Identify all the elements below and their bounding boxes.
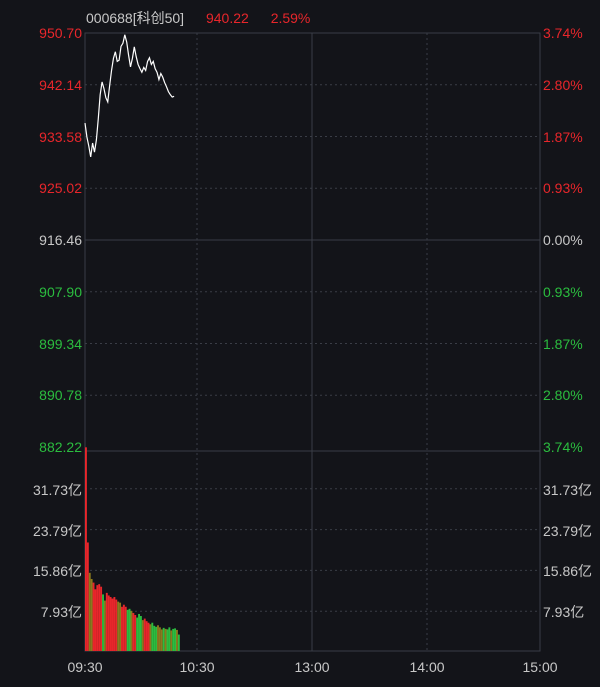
percent-axis-label: 2.80% [543,387,583,404]
volume-bar [115,599,118,651]
volume-bar [141,620,144,651]
volume-bar [164,628,167,651]
volume-bar [124,606,127,651]
volume-bar [155,626,158,651]
volume-bar [103,600,106,651]
volume-bar [149,624,152,651]
volume-bar [172,628,175,651]
volume-axis-label: 31.73亿 [543,481,593,498]
percent-axis-label: 3.74% [543,25,583,41]
volume-bar [160,629,163,651]
volume-bar [102,594,104,651]
volume-bar [132,612,135,651]
volume-bar [119,602,122,651]
volume-bar [147,622,150,651]
volume-bar [151,622,154,651]
volume-bar [121,606,123,651]
volume-bar [85,447,87,651]
price-axis-label: 950.70 [39,25,82,41]
volume-axis-label: 15.86亿 [32,563,82,580]
volume-axis-label: 15.86亿 [543,563,593,580]
volume-bar [117,601,120,651]
volume-bar [162,627,165,651]
volume-bar [138,613,140,651]
volume-bar [158,627,161,651]
volume-bar [107,595,110,651]
volume-bar [153,625,156,651]
price-axis-label: 925.02 [39,180,82,197]
price-line [84,34,175,158]
volume-bar [122,604,125,651]
volume-bar [168,627,171,651]
volume-bar [174,628,177,651]
price-axis-label: 899.34 [39,335,82,352]
price-axis-label: 916.46 [39,232,82,248]
volume-bar [139,616,142,651]
volume-bar [98,584,101,651]
volume-bar [166,629,169,651]
volume-axis-label: 7.93亿 [543,604,585,621]
time-axis-label: 13:00 [294,659,330,675]
volume-axis-label: 23.79亿 [543,522,593,539]
volume-bar [177,634,180,651]
quote-header: 000688[科创50] 940.22 2.59% [86,8,328,28]
volume-bar [94,589,97,651]
volume-bar [143,618,146,651]
volume-bar [88,572,91,651]
percent-axis-label: 1.87% [543,128,583,145]
volume-bar [86,542,89,651]
percent-axis-label: 0.93% [543,283,583,300]
volume-bar [111,598,114,651]
percent-axis-label: 3.74% [543,439,583,455]
time-axis-label: 14:00 [409,659,445,675]
volume-bar [96,585,99,651]
volume-bar [157,625,159,651]
time-axis-label: 15:00 [522,659,558,675]
percent-axis-label: 1.87% [543,335,583,352]
volume-bar [134,614,137,651]
volume-bar [126,609,129,651]
volume-bar [113,596,116,651]
change-percent: 2.59% [270,10,311,26]
volume-bar [136,617,139,651]
volume-axis-label: 31.73亿 [32,481,82,498]
volume-bar [100,586,103,651]
price-axis-label: 890.78 [39,387,82,404]
volume-bar [145,621,148,651]
time-axis-label: 09:30 [67,659,103,675]
price-axis-label: 907.90 [39,283,82,300]
volume-bar [92,582,95,651]
volume-bar [105,592,108,651]
volume-bar [109,596,112,651]
volume-axis-label: 23.79亿 [32,522,82,539]
volume-axis-label: 7.93亿 [40,604,82,621]
percent-axis-label: 0.00% [543,232,583,248]
price-axis-label: 942.14 [39,76,82,93]
last-price: 940.22 [205,10,249,26]
volume-bar [130,610,133,651]
price-axis-label: 933.58 [39,128,82,145]
percent-axis-label: 2.80% [543,76,583,93]
percent-axis-label: 0.93% [543,180,583,197]
index-code: 000688[科创50] [86,10,185,26]
volume-bar [128,608,131,651]
volume-bar [90,578,93,651]
price-axis-label: 882.22 [39,439,82,455]
volume-bar [176,629,178,651]
volume-bar [170,630,173,651]
time-axis-label: 10:30 [179,659,215,675]
